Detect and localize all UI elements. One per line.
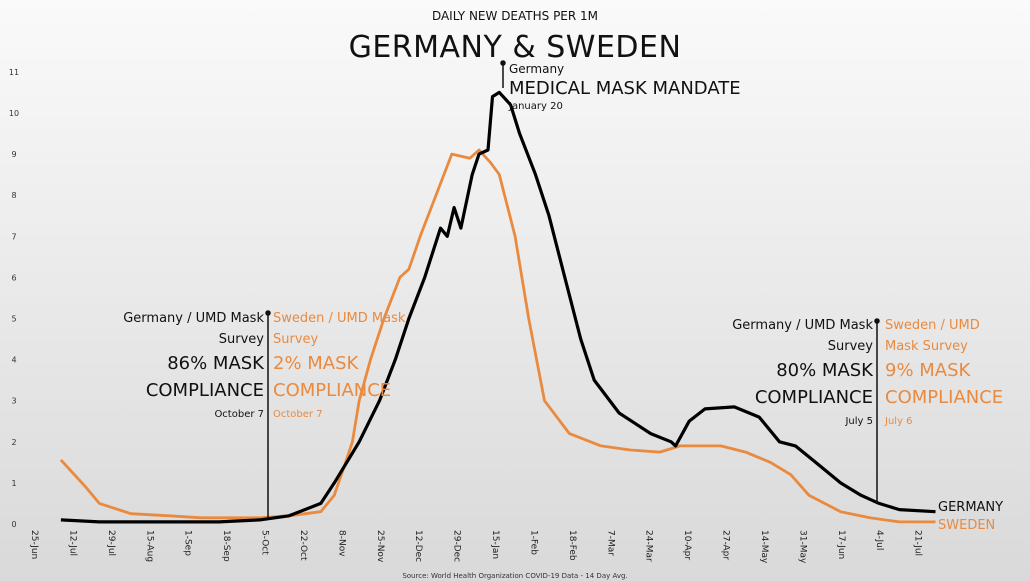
y-tick-label: 10 [9,109,19,118]
annotation-line1: Germany / UMD Mask [732,318,873,333]
x-tick-label: 21-Jul [913,530,923,556]
oct-germany-annotation: Germany / UMD Mask Survey 86% MASK COMPL… [123,308,264,425]
annotation-line3: 9% MASK [885,360,971,381]
annotation-lines [265,60,880,518]
annotation-date: October 7 [214,409,264,420]
series-line-germany [60,90,936,524]
x-tick-label: 4-Jul [874,530,884,550]
y-tick-label: 8 [11,191,16,200]
annotation-line1: Germany [509,62,565,76]
x-tick-label: 29-Dec [452,530,462,562]
annotation-line2: MEDICAL MASK MANDATE [509,78,741,99]
y-tick-label: 0 [11,520,16,529]
chart-source: Source: World Health Organization COVID-… [402,572,628,580]
y-tick-label: 6 [11,273,16,282]
annotation-line1: Germany / UMD Mask [123,311,264,326]
y-tick-label: 11 [9,68,19,77]
jan-annotation-dot [500,60,506,66]
annotation-line3: 2% MASK [273,353,359,374]
x-tick-label: 25-Nov [375,530,385,563]
x-tick-label: 5-Oct [260,530,270,555]
x-tick-label: 27-Apr [721,530,731,560]
x-tick-label: 10-Apr [682,530,692,560]
x-tick-label: 24-Mar [644,530,654,562]
x-tick-label: 22-Oct [298,530,308,561]
x-tick-label: 25-Jun [29,530,39,559]
y-tick-label: 9 [11,150,16,159]
jul-sweden-annotation: Sweden / UMD Mask Survey 9% MASK COMPLIA… [885,315,1003,432]
x-tick-label: 18-Feb [567,530,577,561]
annotation-line1: Sweden / UMD Mask [273,311,406,326]
annotation-date: July 5 [845,416,873,427]
x-tick-label: 7-Mar [605,530,615,556]
x-tick-label: 12-Jul [67,530,77,556]
annotation-line4: COMPLIANCE [273,380,392,401]
y-tick-label: 3 [11,397,16,406]
annotation-line2: Mask Survey [885,339,968,354]
x-tick-label: 15-Aug [144,530,154,562]
x-tick-label: 8-Nov [336,530,346,557]
oct-annotation-dot [265,310,271,316]
x-tick-label: 14-May [759,530,769,564]
legend-germany: GERMANY [938,500,1004,515]
x-tick-label: 12-Dec [413,530,423,562]
chart-title: GERMANY & SWEDEN [348,30,682,65]
annotation-line3: 86% MASK [167,353,264,374]
y-tick-label: 5 [11,315,16,324]
y-tick-label: 7 [11,232,16,241]
x-tick-label: 31-May [797,530,807,564]
annotation-date: October 7 [273,409,323,420]
x-tick-label: 1-Sep [183,530,193,556]
annotation-line2: Survey [273,332,319,347]
chart-subtitle: DAILY NEW DEATHS PER 1M [431,9,599,23]
annotation-line2: Survey [827,339,873,354]
legend-sweden: SWEDEN [938,518,996,533]
annotation-line4: COMPLIANCE [145,380,264,401]
annotation-line4: COMPLIANCE [885,387,1004,408]
annotation-line1: Sweden / UMD [885,318,980,333]
y-tick-label: 4 [11,356,16,365]
annotation-date: January 20 [509,101,563,112]
annotation-line3: 80% MASK [776,360,873,381]
jul-germany-annotation: Germany / UMD Mask Survey 80% MASK COMPL… [732,315,873,432]
annotation-line2: Survey [218,332,264,347]
jan-annotation: Germany MEDICAL MASK MANDATE January 20 [509,62,741,112]
oct-sweden-annotation: Sweden / UMD Mask Survey 2% MASK COMPLIA… [273,308,405,425]
annotation-date: July 6 [885,416,913,427]
annotation-line4: COMPLIANCE [754,387,873,408]
x-tick-label: 1-Feb [528,530,538,555]
x-tick-label: 18-Sep [221,530,231,562]
x-tick-label: 17-Jun [836,530,846,559]
jul-annotation-dot [874,318,880,324]
x-tick-label: 29-Jul [106,530,116,556]
x-tick-label: 15-Jan [490,530,500,559]
y-tick-label: 1 [11,479,16,488]
y-tick-label: 2 [11,438,16,447]
